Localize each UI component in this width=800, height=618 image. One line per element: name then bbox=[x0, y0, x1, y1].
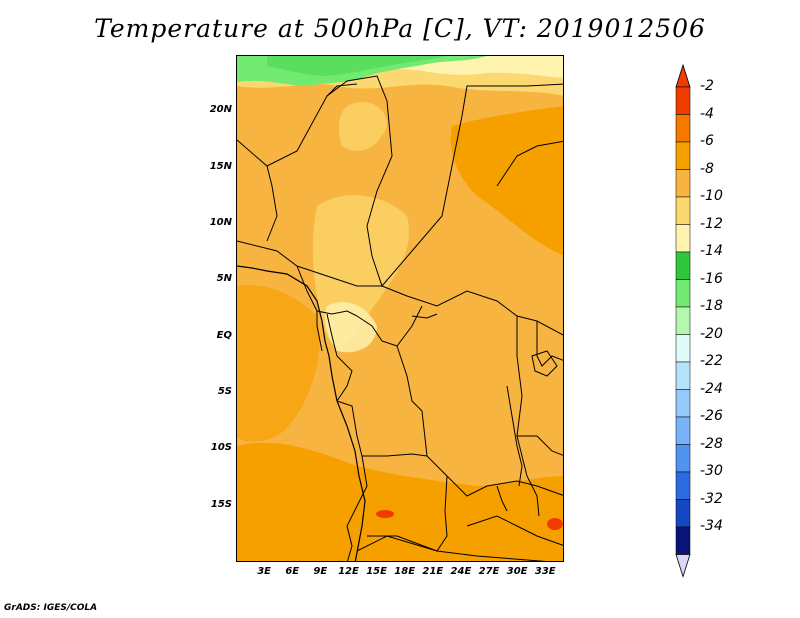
colorbar-tick-label: -34 bbox=[700, 518, 723, 534]
temp-band-minus-8-north bbox=[338, 102, 387, 151]
lakes bbox=[411, 313, 558, 517]
colorbar-bin bbox=[675, 114, 691, 143]
colorbar-bin bbox=[675, 334, 691, 363]
colorbar-tick-label: -6 bbox=[700, 133, 714, 149]
colorbar-under-triangle bbox=[675, 554, 691, 578]
colorbar-bin bbox=[675, 416, 691, 445]
temperature-map bbox=[237, 56, 563, 561]
lat-tick-label: 15N bbox=[209, 160, 232, 172]
colorbar-tick-label: -22 bbox=[700, 353, 723, 369]
lon-tick-label: 30E bbox=[506, 566, 528, 577]
colorbar-tick-label: -18 bbox=[700, 298, 723, 314]
lat-tick-label: 10S bbox=[210, 442, 232, 454]
colorbar-tick-label: -26 bbox=[700, 408, 723, 424]
temp-band-minus-2-spot bbox=[376, 510, 394, 518]
colorbar-bin bbox=[675, 526, 691, 555]
colorbar-over-triangle bbox=[675, 63, 691, 88]
colorbar-bin bbox=[675, 196, 691, 225]
lat-tick-label: 10N bbox=[209, 217, 232, 228]
colorbar-bin bbox=[675, 306, 691, 335]
colorbar-tick-label: -12 bbox=[700, 215, 723, 232]
lat-tick-label: 5N bbox=[216, 273, 232, 285]
colorbar-bin bbox=[675, 86, 691, 115]
lon-tick-label: 6E bbox=[285, 566, 300, 577]
temp-band-minus-14 bbox=[267, 56, 447, 76]
colorbar-bin bbox=[675, 141, 691, 170]
colorbar-tick-label: -16 bbox=[700, 270, 723, 287]
colorbar-tick-label: -24 bbox=[700, 380, 723, 397]
temp-band-minus-4-northeast bbox=[450, 106, 563, 256]
lon-tick-label: 27E bbox=[478, 566, 500, 577]
colorbar-bin bbox=[675, 471, 691, 500]
colorbar-bin bbox=[675, 361, 691, 390]
lon-tick-label: 33E bbox=[534, 566, 556, 577]
colorbar-bin bbox=[675, 389, 691, 418]
colorbar-bin bbox=[675, 279, 691, 308]
lon-tick-label: 3E bbox=[257, 566, 271, 577]
coastline bbox=[237, 265, 366, 561]
temp-band-minus-2-spot-east bbox=[547, 518, 563, 530]
lat-tick-label: 15S bbox=[210, 498, 232, 510]
colorbar-bin bbox=[675, 251, 691, 280]
lon-tick-label: 9E bbox=[313, 566, 328, 577]
lon-tick-label: 21E bbox=[422, 566, 444, 577]
colorbar-tick-label: -30 bbox=[700, 463, 723, 479]
colorbar-tick-label: -4 bbox=[700, 105, 714, 122]
lat-tick-label: EQ bbox=[216, 329, 232, 341]
temp-band-minus-4-south bbox=[237, 442, 563, 561]
colorbar-bin bbox=[675, 224, 691, 253]
lon-tick-label: 18E bbox=[394, 566, 416, 577]
lat-tick-label: 20N bbox=[209, 104, 232, 116]
colorbar-tick-label: -14 bbox=[700, 243, 723, 259]
temp-band-minus-16 bbox=[237, 56, 487, 86]
country-borders bbox=[237, 75, 563, 561]
colorbar-tick-label: -28 bbox=[700, 435, 723, 452]
temp-band-minus-6-west bbox=[237, 285, 320, 442]
map-title: Temperature at 500hPa [C], VT: 201901250… bbox=[94, 14, 706, 43]
lat-tick-label: 5S bbox=[217, 386, 232, 397]
lon-tick-label: 12E bbox=[338, 566, 359, 577]
colorbar-tick-label: -20 bbox=[700, 325, 723, 342]
colorbar-bin bbox=[675, 169, 691, 198]
colorbar-tick-label: -10 bbox=[700, 188, 723, 204]
map-frame bbox=[236, 55, 564, 562]
temp-band-minus-10-central bbox=[325, 302, 377, 353]
colorbar-bin bbox=[675, 444, 691, 473]
colorbar-tick-label: -2 bbox=[700, 78, 714, 94]
colorbar-bin bbox=[675, 499, 691, 528]
lon-tick-label: 15E bbox=[366, 566, 387, 577]
grads-credit: GrADS: IGES/COLA bbox=[4, 603, 98, 613]
colorbar bbox=[675, 63, 691, 578]
colorbar-tick-label: -8 bbox=[700, 160, 714, 177]
lon-tick-label: 24E bbox=[450, 566, 472, 577]
colorbar-tick-label: -32 bbox=[700, 490, 723, 507]
